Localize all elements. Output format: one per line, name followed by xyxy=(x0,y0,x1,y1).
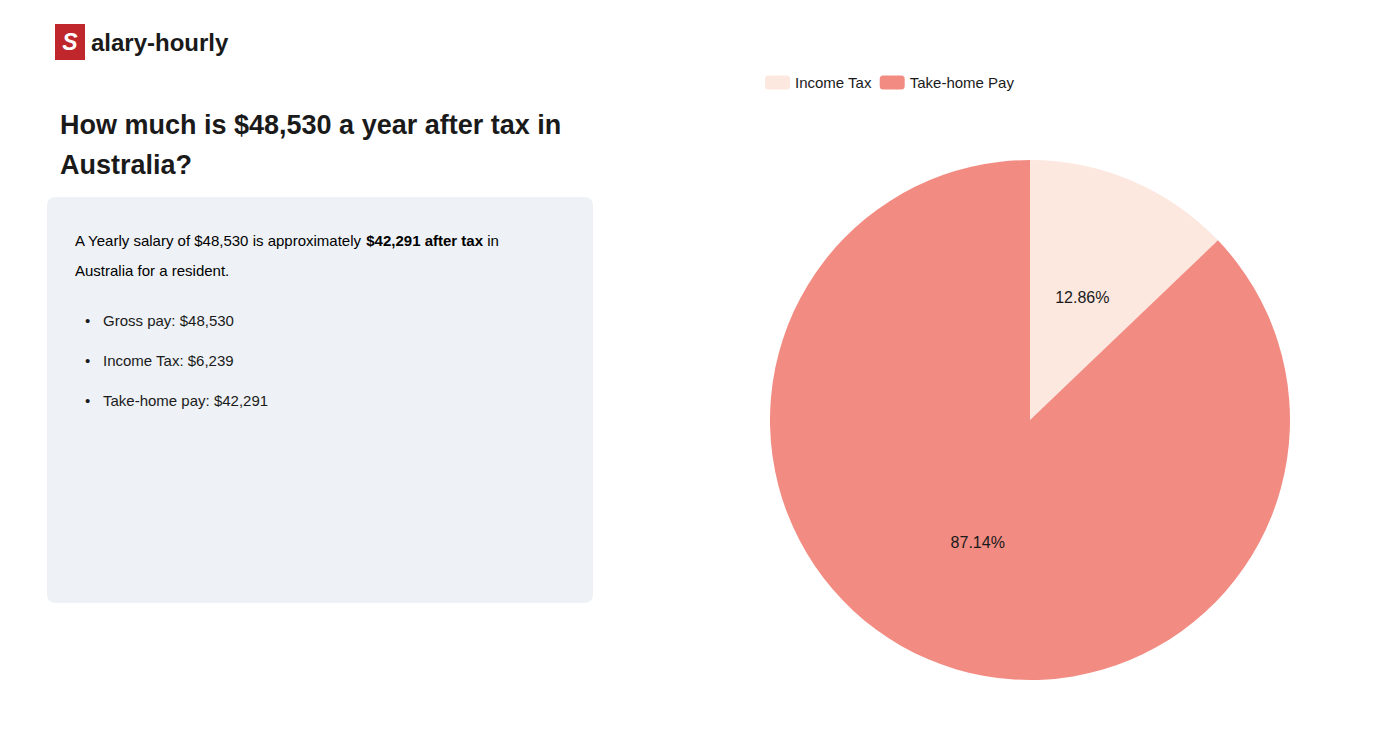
svg-text:in: in xyxy=(483,232,499,249)
svg-text:Australia?: Australia? xyxy=(60,150,192,180)
svg-text:12.86%: 12.86% xyxy=(1055,289,1109,306)
svg-text:Australia for a resident.: Australia for a resident. xyxy=(75,262,229,279)
svg-text:alary-hourly: alary-hourly xyxy=(91,29,229,56)
svg-text:How much is $48,530 a year aft: How much is $48,530 a year after tax in xyxy=(60,110,561,140)
svg-text:Take-home Pay: Take-home Pay xyxy=(910,74,1015,91)
svg-text:•: • xyxy=(85,312,90,329)
svg-text:•: • xyxy=(85,352,90,369)
svg-text:87.14%: 87.14% xyxy=(951,534,1005,551)
svg-text:Income Tax: Income Tax xyxy=(795,74,872,91)
svg-text:Take-home pay: $42,291: Take-home pay: $42,291 xyxy=(103,392,268,409)
svg-text:•: • xyxy=(85,392,90,409)
svg-text:Gross pay: $48,530: Gross pay: $48,530 xyxy=(103,312,234,329)
svg-text:Income Tax: $6,239: Income Tax: $6,239 xyxy=(103,352,234,369)
svg-text:S: S xyxy=(62,29,78,55)
svg-text:$42,291 after tax: $42,291 after tax xyxy=(366,232,483,249)
svg-text:A Yearly salary of $48,530 is: A Yearly salary of $48,530 is approximat… xyxy=(75,232,365,249)
